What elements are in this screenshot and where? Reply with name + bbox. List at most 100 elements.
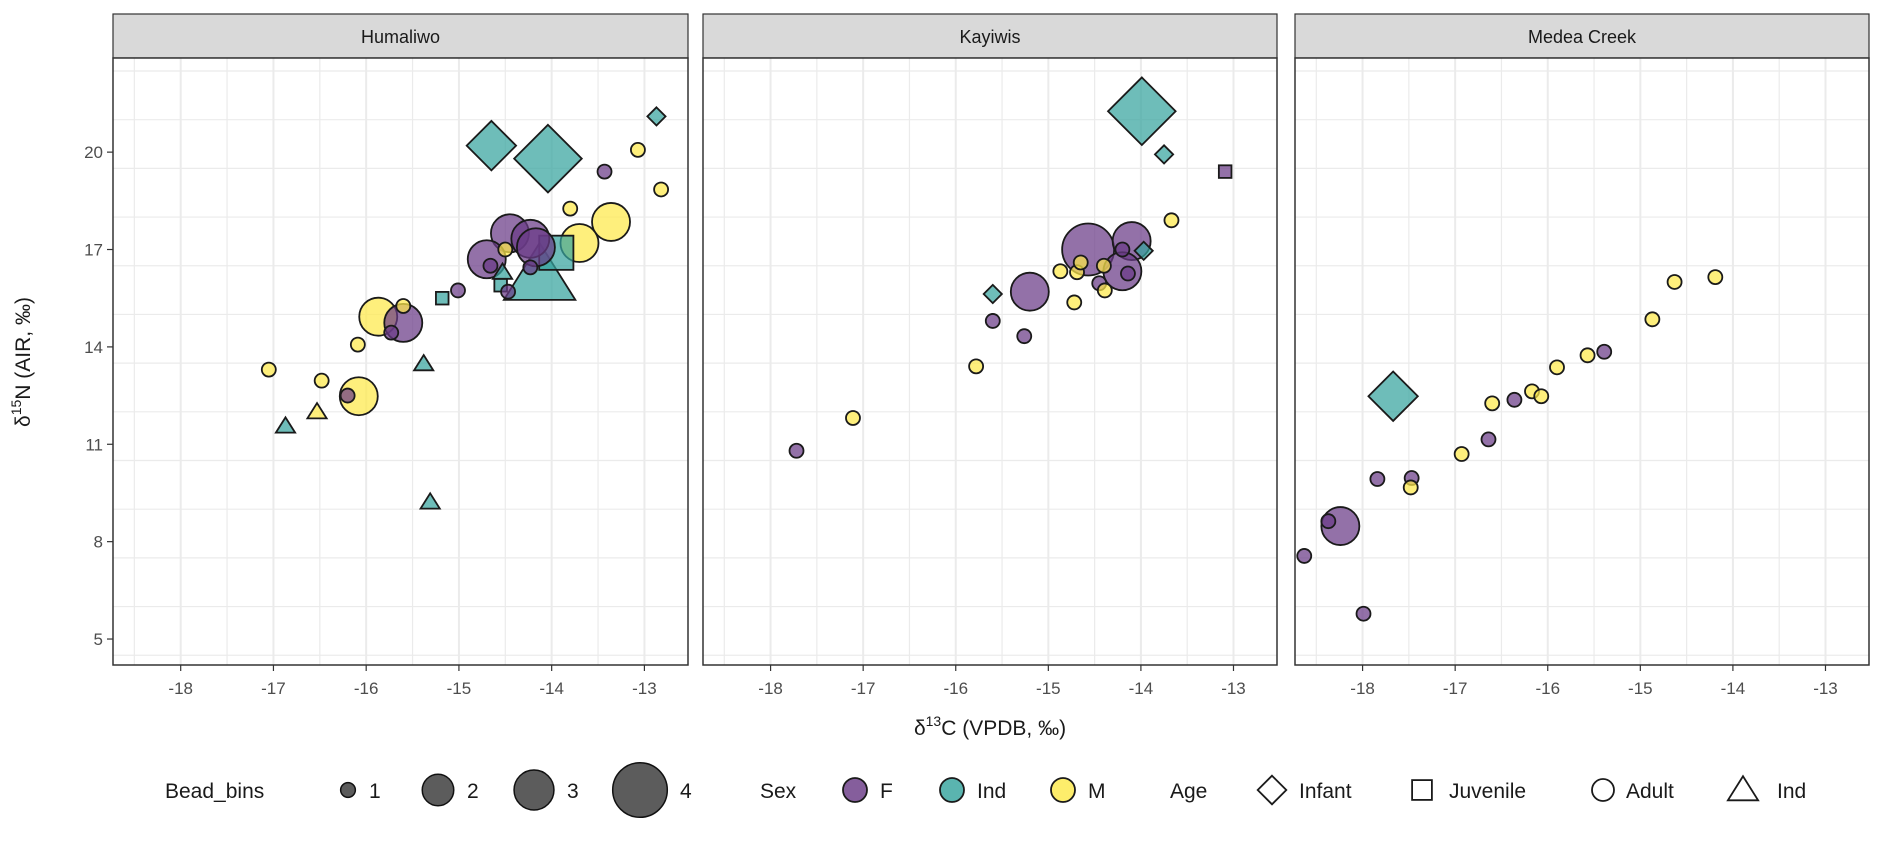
data-point bbox=[502, 241, 577, 301]
x-axis-title: δ13C (VPDB, ‰) bbox=[914, 713, 1066, 740]
data-point bbox=[968, 358, 985, 375]
data-point bbox=[1052, 263, 1069, 280]
legend-key-sex bbox=[939, 777, 965, 803]
y-tick-label: 20 bbox=[84, 143, 103, 162]
data-point bbox=[1096, 282, 1113, 299]
panel-kayiwis: Kayiwis -18 -17 -16 -15 -14 -13 bbox=[702, 13, 1278, 698]
data-point bbox=[1666, 274, 1683, 290]
data-point bbox=[450, 282, 466, 299]
data-point bbox=[1133, 240, 1155, 262]
panel-border bbox=[112, 57, 689, 666]
legend-label-age: Adult bbox=[1626, 780, 1674, 803]
panel-border bbox=[702, 57, 1278, 666]
y-tick-label: 8 bbox=[94, 533, 103, 552]
facet-strip bbox=[702, 13, 1278, 59]
data-point bbox=[1644, 311, 1661, 328]
x-tick-label: -17 bbox=[261, 679, 286, 698]
x-tick-label: -14 bbox=[1721, 679, 1746, 698]
data-point bbox=[788, 442, 805, 459]
data-point bbox=[1484, 395, 1501, 412]
x-tick-label: -18 bbox=[758, 679, 783, 698]
legend-key-sex bbox=[1050, 777, 1076, 803]
data-point bbox=[630, 141, 646, 158]
legend-key-sex bbox=[842, 777, 868, 803]
x-axis-title-part: C (VPDB, ‰) bbox=[941, 717, 1066, 740]
y-tick-label: 5 bbox=[94, 630, 103, 649]
legend-title-age: Age bbox=[1170, 780, 1207, 803]
data-point bbox=[1217, 164, 1233, 179]
data-point bbox=[412, 353, 435, 372]
data-point bbox=[1320, 513, 1337, 530]
panel-humaliwo: Humaliwo -18 -17 -16 -15 -14 -13 5 8 11 14 17 20 bbox=[84, 13, 689, 698]
legend-label-age: Juvenile bbox=[1449, 780, 1526, 803]
data-point bbox=[646, 106, 667, 127]
data-point bbox=[1480, 431, 1497, 448]
data-point bbox=[313, 372, 330, 389]
data-point bbox=[395, 298, 412, 314]
y-tick-label: 11 bbox=[85, 435, 103, 454]
x-tick-label: -15 bbox=[447, 679, 472, 698]
legend-label-bead-bin: 2 bbox=[467, 780, 479, 803]
panel-background bbox=[1295, 58, 1869, 665]
data-point bbox=[339, 387, 356, 404]
legend-label-sex: Ind bbox=[977, 780, 1006, 803]
data-point bbox=[1402, 479, 1419, 496]
legend-key-age bbox=[1726, 774, 1760, 802]
data-point bbox=[418, 491, 442, 510]
data-point bbox=[1009, 271, 1050, 312]
facet-label: Medea Creek bbox=[1528, 27, 1637, 47]
x-tick-label: -13 bbox=[1221, 679, 1246, 698]
x-tick-label: -14 bbox=[1129, 679, 1154, 698]
legend-age-shape bbox=[1591, 778, 1615, 802]
facet-strip bbox=[1294, 13, 1870, 59]
x-tick-label: -18 bbox=[1350, 679, 1375, 698]
data-point bbox=[349, 336, 366, 353]
legend-key-bead-bin bbox=[513, 769, 555, 811]
legend-key-bead-bin bbox=[421, 773, 455, 807]
data-point bbox=[435, 291, 450, 306]
x-tick-label: -13 bbox=[632, 679, 657, 698]
data-point bbox=[1355, 605, 1372, 622]
legend-title-bead-bins: Bead_bins bbox=[165, 780, 264, 803]
legend-age-shape bbox=[1411, 779, 1433, 801]
legend: Bead_bins 1 2 3 4 Sex F Ind M Age Infant Juvenile Ad… bbox=[165, 761, 1806, 819]
x-tick-label: -16 bbox=[354, 679, 379, 698]
x-tick-label: -16 bbox=[943, 679, 968, 698]
data-point bbox=[1120, 265, 1136, 282]
y-tick-label: 17 bbox=[84, 241, 103, 260]
data-point bbox=[1106, 76, 1177, 147]
data-point bbox=[1549, 359, 1565, 376]
legend-label-bead-bin: 1 bbox=[369, 780, 381, 803]
data-point bbox=[1506, 391, 1523, 408]
panel-medea-creek: Medea Creek -18 -17 -16 -15 -14 -13 bbox=[1294, 13, 1870, 698]
panel-background bbox=[703, 58, 1277, 665]
x-axis-title-part: δ bbox=[914, 717, 926, 740]
legend-key-age bbox=[1591, 778, 1615, 802]
data-point bbox=[1163, 212, 1180, 229]
x-axis-title-part: 13 bbox=[926, 713, 942, 729]
data-point bbox=[1296, 548, 1313, 564]
data-point bbox=[1095, 257, 1112, 274]
legend-title-sex: Sex bbox=[760, 780, 797, 803]
data-point bbox=[653, 181, 670, 198]
facet-strip bbox=[112, 13, 689, 59]
facet-label: Humaliwo bbox=[361, 27, 440, 47]
legend-label-sex: F bbox=[880, 780, 893, 803]
x-tick-label: -17 bbox=[1443, 679, 1468, 698]
facet-label: Kayiwis bbox=[959, 27, 1020, 47]
legend-label-sex: M bbox=[1088, 780, 1106, 803]
data-point bbox=[845, 410, 861, 426]
y-tick-label: 14 bbox=[84, 338, 103, 357]
data-point bbox=[562, 200, 579, 217]
data-point bbox=[260, 361, 277, 378]
data-point bbox=[482, 257, 499, 274]
x-tick-label: -15 bbox=[1628, 679, 1653, 698]
data-point bbox=[516, 227, 556, 268]
legend-key-bead-bin bbox=[611, 761, 669, 819]
data-point bbox=[1114, 241, 1131, 258]
data-point bbox=[274, 415, 297, 434]
data-point bbox=[591, 202, 631, 242]
panel-background bbox=[113, 58, 688, 665]
